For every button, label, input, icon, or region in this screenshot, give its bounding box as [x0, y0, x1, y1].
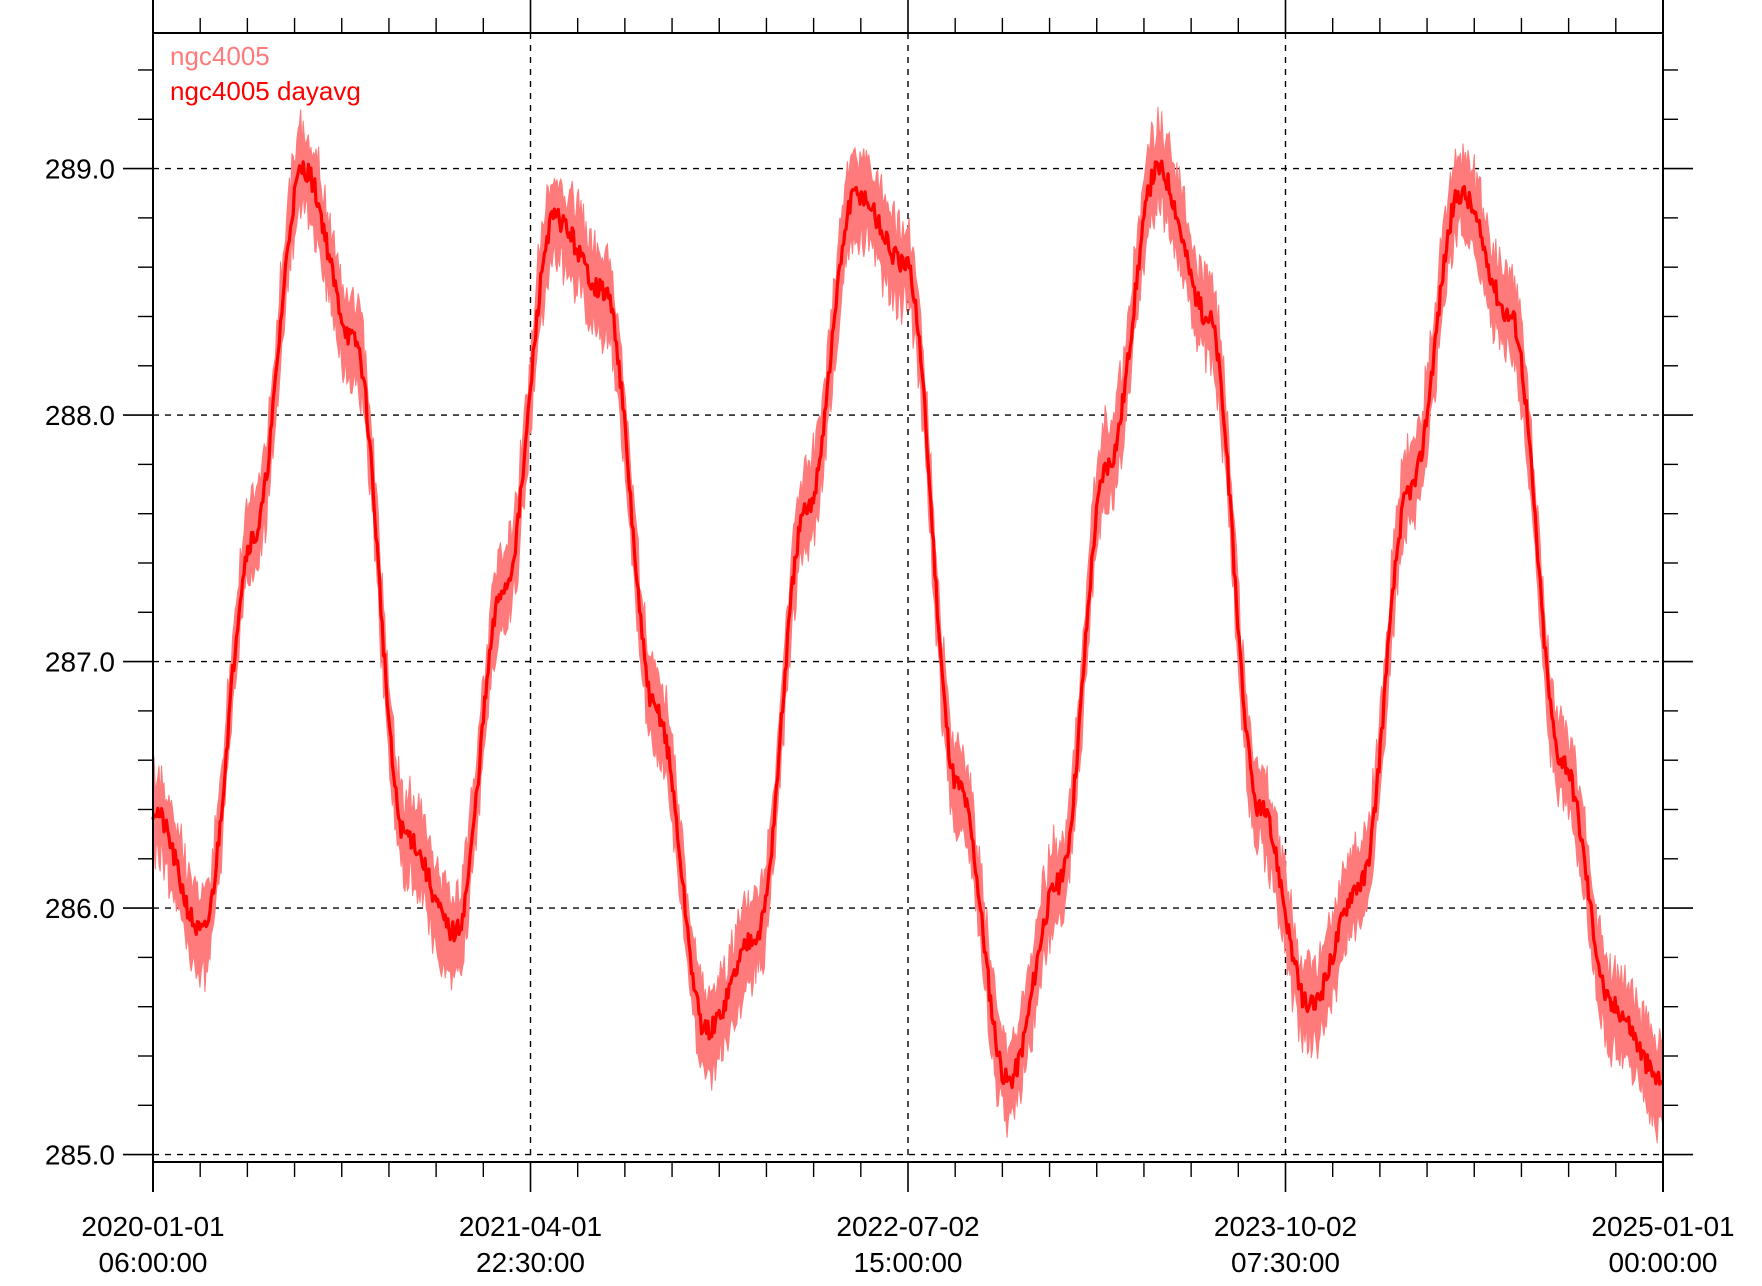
- tick-labels: 285.0 286.0 287.0 288.0 289.0 2020-01-01 06:00…: [45, 154, 1735, 1278]
- y-tick-label: 287.0: [45, 647, 115, 678]
- x-tick-label-date: 2023-10-02: [1214, 1211, 1357, 1242]
- x-tick-label-date: 2020-01-01: [81, 1211, 224, 1242]
- legend-entry-ngc4005: ngc4005: [170, 41, 270, 71]
- x-tick-label-time: 22:30:00: [476, 1247, 585, 1278]
- grid-lines: [153, 33, 1663, 1162]
- y-tick-label: 289.0: [45, 154, 115, 185]
- series-ngc4005-dayavg-line: [151, 159, 1664, 1090]
- y-tick-label: 288.0: [45, 400, 115, 431]
- x-tick-label-date: 2021-04-01: [459, 1211, 602, 1242]
- legend-entry-ngc4005-dayavg: ngc4005 dayavg: [170, 76, 361, 106]
- legend: ngc4005 ngc4005 dayavg: [170, 41, 361, 106]
- axes: [123, 0, 1693, 1192]
- x-tick-label-date: 2025-01-01: [1591, 1211, 1734, 1242]
- x-tick-label-time: 15:00:00: [854, 1247, 963, 1278]
- x-tick-label-time: 06:00:00: [99, 1247, 208, 1278]
- x-tick-label-date: 2022-07-02: [836, 1211, 979, 1242]
- y-tick-label: 286.0: [45, 893, 115, 924]
- x-tick-label-time: 00:00:00: [1609, 1247, 1718, 1278]
- x-tick-label-time: 07:30:00: [1231, 1247, 1340, 1278]
- y-tick-label: 285.0: [45, 1140, 115, 1171]
